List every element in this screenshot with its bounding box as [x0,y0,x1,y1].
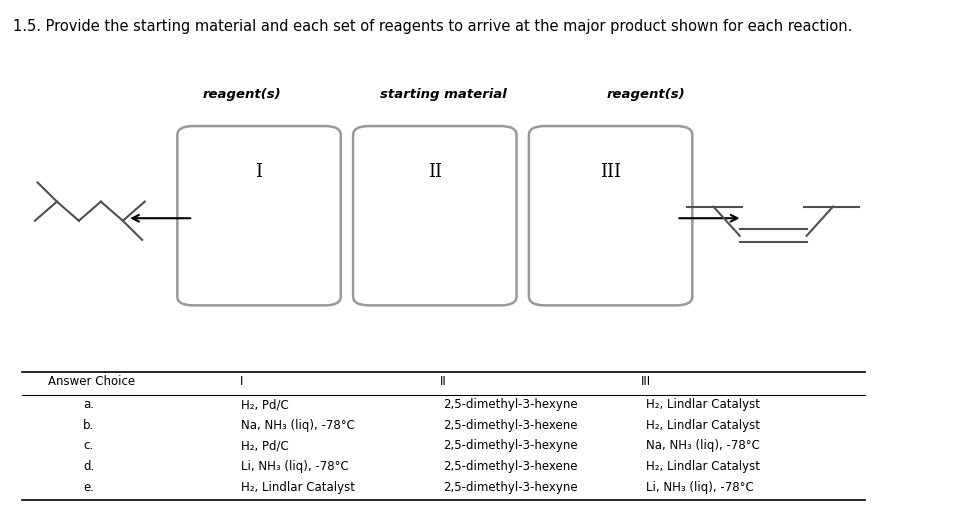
Text: e.: e. [83,481,94,494]
Text: starting material: starting material [380,89,507,101]
Text: Na, NH₃ (liq), -78°C: Na, NH₃ (liq), -78°C [241,419,356,432]
Text: Na, NH₃ (liq), -78°C: Na, NH₃ (liq), -78°C [646,439,760,453]
Text: 2,5-dimethyl-3-hexene: 2,5-dimethyl-3-hexene [444,460,578,473]
Text: III: III [600,163,621,181]
Text: a.: a. [83,398,94,411]
Text: H₂, Pd/C: H₂, Pd/C [241,398,289,411]
Text: 1.5. Provide the starting material and each set of reagents to arrive at the maj: 1.5. Provide the starting material and e… [13,19,852,34]
Text: reagent(s): reagent(s) [202,89,280,101]
Text: 2,5-dimethyl-3-hexyne: 2,5-dimethyl-3-hexyne [444,439,578,453]
Text: I: I [256,163,263,181]
Text: Answer Choice: Answer Choice [48,375,135,389]
Text: I: I [239,375,243,389]
Text: H₂, Lindlar Catalyst: H₂, Lindlar Catalyst [646,460,760,473]
Text: H₂, Lindlar Catalyst: H₂, Lindlar Catalyst [646,398,760,411]
Text: reagent(s): reagent(s) [607,89,685,101]
Text: 2,5-dimethyl-3-hexyne: 2,5-dimethyl-3-hexyne [444,481,578,494]
Text: b.: b. [83,419,95,432]
Text: II: II [428,163,442,181]
Text: II: II [441,375,447,389]
Text: 2,5-dimethyl-3-hexyne: 2,5-dimethyl-3-hexyne [444,398,578,411]
Text: H₂, Lindlar Catalyst: H₂, Lindlar Catalyst [241,481,356,494]
Text: III: III [641,375,651,389]
Text: 2,5-dimethyl-3-hexene: 2,5-dimethyl-3-hexene [444,419,578,432]
Text: Li, NH₃ (liq), -78°C: Li, NH₃ (liq), -78°C [646,481,753,494]
Text: H₂, Lindlar Catalyst: H₂, Lindlar Catalyst [646,419,760,432]
Text: c.: c. [83,439,94,453]
Text: Li, NH₃ (liq), -78°C: Li, NH₃ (liq), -78°C [241,460,349,473]
Text: d.: d. [83,460,95,473]
Text: H₂, Pd/C: H₂, Pd/C [241,439,289,453]
